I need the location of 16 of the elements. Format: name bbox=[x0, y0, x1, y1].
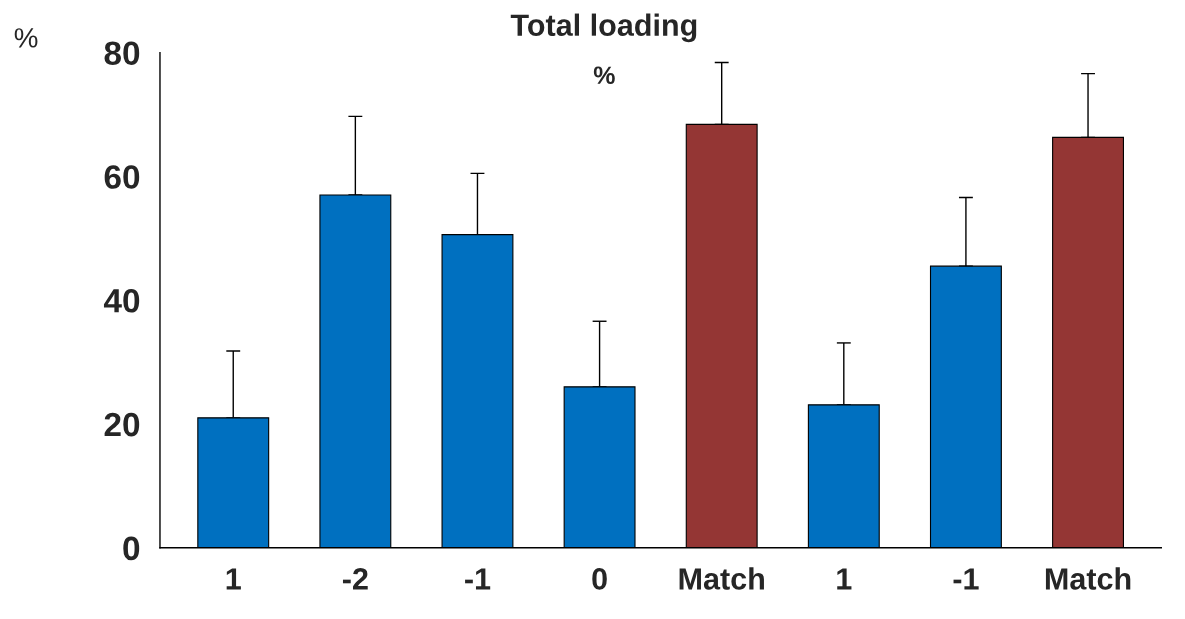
y-tick-label: 0 bbox=[123, 536, 140, 561]
x-tick-label: -1 bbox=[953, 568, 979, 590]
x-tick-label: 1 bbox=[226, 568, 241, 590]
x-tick-label: -2 bbox=[342, 568, 368, 590]
y-tick-label: 60 bbox=[104, 165, 140, 189]
chart-title: Total loading bbox=[510, 13, 697, 43]
y-tick-label: 80 bbox=[104, 41, 140, 66]
y-tick-label: 20 bbox=[104, 412, 140, 437]
x-tick-label: 1 bbox=[837, 568, 852, 590]
chart-subtitle: % bbox=[593, 66, 615, 85]
x-tick-label: -1 bbox=[465, 568, 491, 590]
x-tick-label: Match bbox=[679, 567, 764, 590]
y-tick-label: 40 bbox=[103, 289, 140, 313]
x-tick-label: Match bbox=[1045, 567, 1131, 590]
x-tick-label: 0 bbox=[592, 568, 607, 590]
y-axis-title: % bbox=[14, 28, 38, 48]
